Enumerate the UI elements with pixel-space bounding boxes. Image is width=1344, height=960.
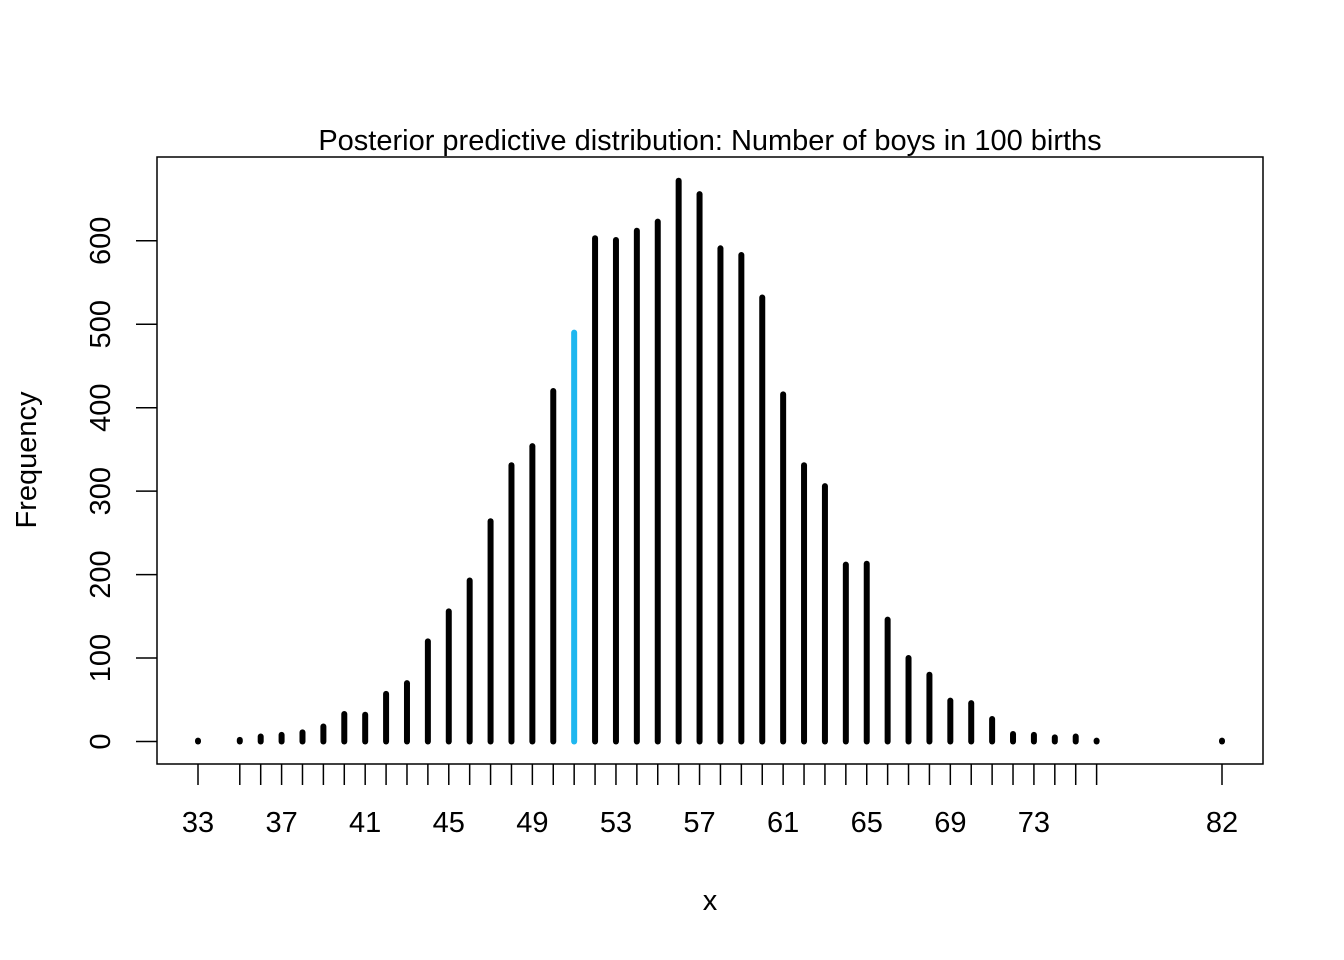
x-tick-label: 57 [683,807,715,839]
chart-title: Posterior predictive distribution: Numbe… [318,125,1101,157]
x-tick-label: 45 [433,807,465,839]
y-tick-label: 200 [85,550,117,598]
bars-group [195,177,1225,745]
x-tick-label: 53 [600,807,632,839]
x-tick-label: 61 [767,807,799,839]
x-tick-label: 33 [182,807,214,839]
x-axis-label: x [703,885,718,917]
y-tick-label: 600 [85,217,117,265]
x-tick-label: 65 [851,807,883,839]
x-tick-label: 41 [349,807,381,839]
x-tick-label: 37 [265,807,297,839]
y-tick-label: 100 [85,634,117,682]
x-tick-label: 73 [1018,807,1050,839]
x-tick-label: 82 [1206,807,1238,839]
y-tick-label: 400 [85,384,117,432]
plot-frame [156,156,1264,765]
x-tick-label: 49 [516,807,548,839]
y-tick-label: 300 [85,467,117,515]
y-axis-label: Frequency [11,391,43,529]
y-tick-label: 0 [85,733,117,749]
y-axis: 0 100 200 300 400 500 600 [85,217,157,750]
x-axis: 33 37 41 45 49 53 57 61 65 69 73 82 [182,764,1238,839]
x-tick-label: 69 [934,807,966,839]
y-tick-label: 500 [85,300,117,348]
